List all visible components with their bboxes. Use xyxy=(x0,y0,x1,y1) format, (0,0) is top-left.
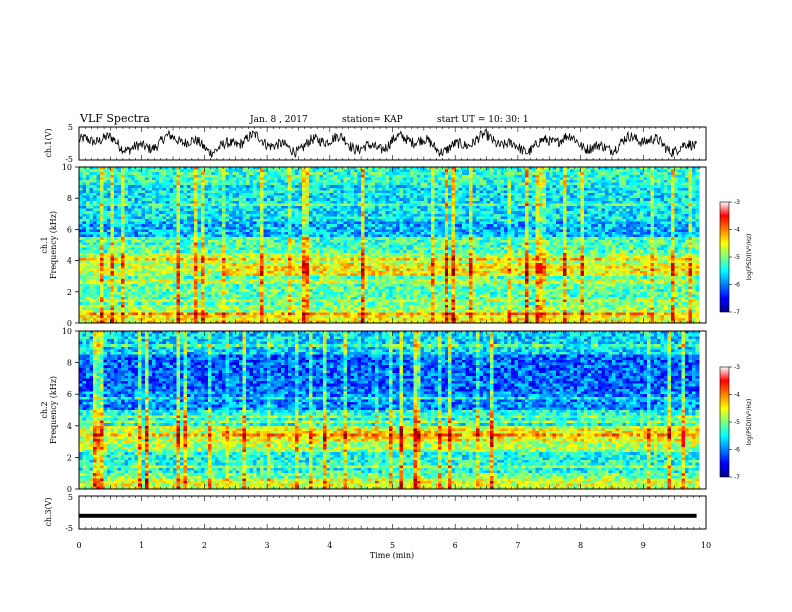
ch1-spectrogram-ytick-label: 8 xyxy=(67,194,72,203)
ch1-colorbar-tick-label: -5 xyxy=(734,254,740,261)
ch1-colorbar-tick-label: -7 xyxy=(734,309,740,316)
ch2-spectrogram-ytick-label: 2 xyxy=(67,453,72,462)
start-time-label: start UT = 10: 30: 1 xyxy=(437,115,529,125)
ch2-colorbar-tick-label: -5 xyxy=(734,419,740,426)
ch1-spectrogram-channel-label: ch.1 xyxy=(40,236,49,253)
x-tick-label: 1 xyxy=(139,541,144,550)
x-tick-label: 9 xyxy=(641,541,646,550)
ch2-spectrogram-channel-label: ch.2 xyxy=(40,401,49,418)
ch1-spectrogram-ylabel: Frequency (kHz) xyxy=(49,211,58,279)
x-tick-label: 3 xyxy=(265,541,270,550)
ch1-colorbar-tick-label: -3 xyxy=(734,199,740,206)
ch1-colorbar-label: log(PSD)(V²/Hz) xyxy=(746,234,753,281)
ch2-spectrogram-image xyxy=(79,331,699,489)
figure-title: VLF Spectra xyxy=(79,112,150,125)
ch2-colorbar: -3 -4 -5 -6 -7 log(PSD)(V²/Hz) xyxy=(720,364,753,481)
ch1-colorbar-tick-label: -6 xyxy=(734,282,740,289)
ch1-spectrogram-image xyxy=(79,167,699,323)
vlf-spectra-figure: VLF Spectra Jan. 8 , 2017 station= KAP s… xyxy=(0,0,792,612)
ch1-spectrogram-ytick-label: 10 xyxy=(62,163,72,172)
x-tick-label: 0 xyxy=(76,541,81,550)
ch2-colorbar-tick-label: -3 xyxy=(734,364,740,371)
ch3-waveform-line xyxy=(79,514,697,518)
ch1-spectrogram-ytick-label: 6 xyxy=(67,225,72,234)
ch2-colorbar-tick-label: -6 xyxy=(734,447,740,454)
ch1-colorbar-gradient xyxy=(720,202,729,312)
ch2-spectrogram-ytick-label: 6 xyxy=(67,390,72,399)
x-tick-label: 8 xyxy=(578,541,583,550)
time-axis-label: Time (min) xyxy=(370,551,414,560)
ch2-spectrogram-ytick-label: 10 xyxy=(62,327,72,336)
x-tick-label: 6 xyxy=(453,541,458,550)
ch1-ytick-top: 5 xyxy=(68,123,73,132)
ch3-waveform-panel: 5 -5 ch.3(V) xyxy=(44,493,706,533)
ch3-ytick-top: 5 xyxy=(68,493,73,502)
x-tick-label: 2 xyxy=(202,541,207,550)
station-label: station= KAP xyxy=(342,115,403,125)
ch1-waveform-ylabel: ch.1(V) xyxy=(44,128,53,157)
ch1-waveform-line xyxy=(79,130,697,158)
ch1-colorbar: -3 -4 -5 -6 -7 log(PSD)(V²/Hz) xyxy=(720,199,753,316)
ch2-spectrogram-ylabel: Frequency (kHz) xyxy=(49,376,58,444)
x-tick-label: 4 xyxy=(327,541,332,550)
ch2-colorbar-gradient xyxy=(720,367,729,477)
ch1-spectrogram-ytick-label: 4 xyxy=(67,257,72,266)
ch1-spectrogram-ytick-label: 2 xyxy=(67,288,72,297)
x-tick-label: 10 xyxy=(701,541,711,550)
ch2-colorbar-tick-label: -7 xyxy=(734,474,740,481)
ch2-colorbar-tick-label: -4 xyxy=(734,392,740,399)
ch2-spectrogram-ytick-label: 8 xyxy=(67,359,72,368)
x-tick-label: 5 xyxy=(390,541,395,550)
ch1-colorbar-tick-label: -4 xyxy=(734,227,740,234)
date-label: Jan. 8 , 2017 xyxy=(249,115,308,125)
x-tick-label: 7 xyxy=(515,541,520,550)
ch3-ytick-bottom: -5 xyxy=(65,524,73,533)
ch2-colorbar-label: log(PSD)(V²/Hz) xyxy=(746,399,753,446)
ch2-spectrogram-ytick-label: 4 xyxy=(67,422,72,431)
ch1-waveform-panel: 5 -5 ch.1(V) xyxy=(44,123,706,164)
ch3-waveform-ylabel: ch.3(V) xyxy=(44,497,53,526)
